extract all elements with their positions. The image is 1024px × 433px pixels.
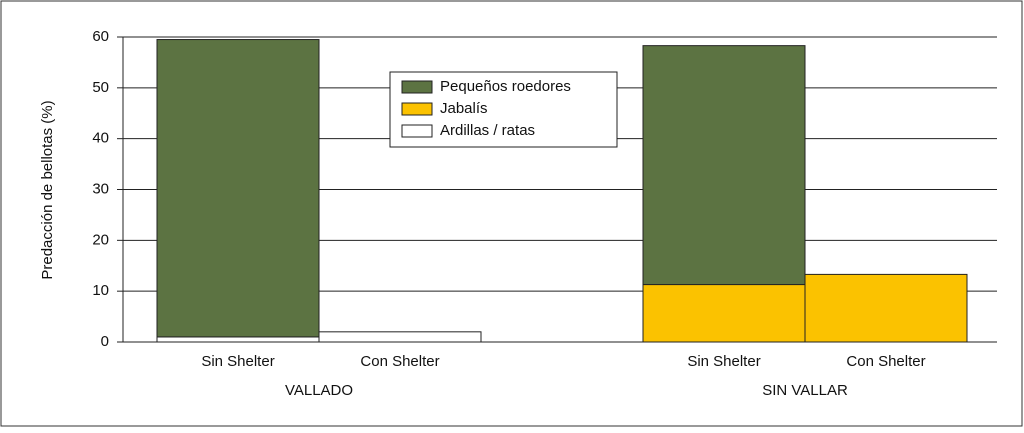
y-tick-label: 10 [92,282,109,299]
group-label: VALLADO [285,382,353,399]
bar-segment [642,284,806,343]
y-tick-label: 60 [92,28,109,45]
x-tick-label: Con Shelter [846,353,925,370]
y-tick-label: 20 [92,231,109,248]
legend-label: Ardillas / ratas [440,122,535,139]
group-label: SIN VALLAR [762,382,848,399]
y-tick-label: 40 [92,130,109,147]
y-tick-label: 30 [92,180,109,197]
legend-swatch [401,102,433,116]
legend-label: Jabalís [440,100,488,117]
x-tick-label: Sin Shelter [201,353,274,370]
legend-swatch [401,80,433,94]
y-tick-label: 0 [101,333,109,350]
bar-segment [156,336,320,343]
bar-segment [156,39,320,338]
y-axis-label: Predacción de bellotas (%) [39,100,56,279]
y-tick-label: 50 [92,79,109,96]
x-tick-label: Sin Shelter [687,353,760,370]
bar-segment [318,331,482,343]
x-tick-label: Con Shelter [360,353,439,370]
legend-label: Pequeños roedores [440,78,571,95]
bar-segment [804,273,968,343]
bar-segment [642,45,806,286]
legend-swatch [401,124,433,138]
